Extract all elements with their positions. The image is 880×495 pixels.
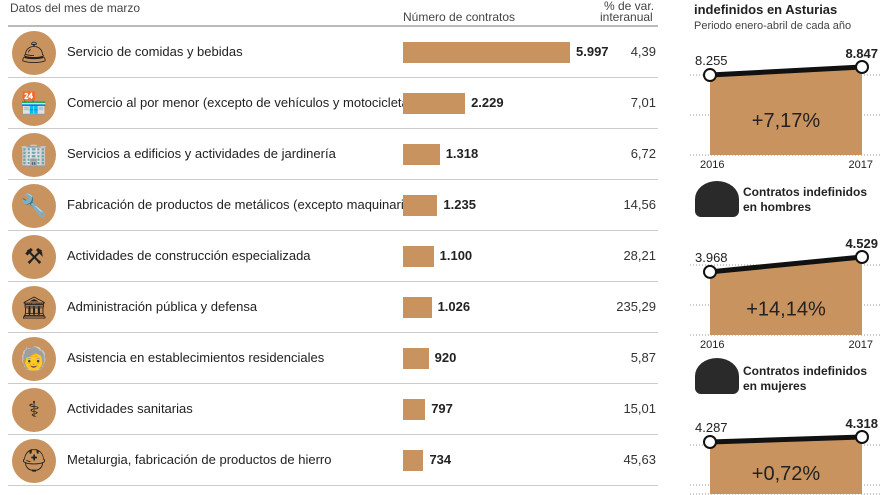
table-row: 🏛 Administración pública y defensa 1.026… [8,282,658,333]
value-label: 1.026 [437,299,471,314]
divider [8,25,658,27]
value-label: 920 [434,350,457,365]
change-label: +7,17% [752,110,821,132]
category-label: Administración pública y defensa [67,299,258,314]
value-label: 8.847 [845,46,878,61]
category-label: Servicios a edificios y actividades de j… [67,146,336,161]
var-label: 7,01 [630,95,656,110]
category-label: Comercio al por menor (excepto de vehícu… [67,95,420,110]
category-label: Servicio de comidas y bebidas [67,44,243,59]
bar [403,195,438,216]
value-label: 3.968 [695,250,728,265]
value-label: 4.529 [845,236,878,251]
nurse-icon: ⚕ [12,388,56,432]
series-line [709,254,863,275]
x-tick: 2017 [849,339,873,351]
point [855,430,869,444]
elderly-icon: 🧓 [12,337,56,381]
category-label: Fabricación de productos de metálicos (e… [67,197,416,212]
series-line [709,434,863,445]
series-line [709,64,863,78]
bar [403,246,434,267]
women-icon [695,358,739,394]
shop-icon: 🏪 [12,82,56,126]
category-label: Actividades sanitarias [67,401,193,416]
panel-title: indefinidos en Asturias [694,2,838,17]
change-label: +0,72% [752,463,821,485]
men-icon [695,181,739,217]
tools-icon: ⚒ [12,235,56,279]
table-row: 🏪 Comercio al por menor (excepto de vehí… [8,78,658,129]
area [710,67,862,155]
value-label: 4.318 [845,416,878,431]
category-label: Metalurgia, fabricación de productos de … [67,452,332,467]
bar [403,399,426,420]
men-title: Contratos indefinidos en hombres [743,185,867,214]
bar [403,42,570,63]
value-label: 734 [429,452,452,467]
var-label: 5,87 [630,350,656,365]
category-label: Actividades de construcción especializad… [67,248,311,263]
bar [403,348,429,369]
panel-subtitle: Periodo enero-abril de cada año [694,20,852,32]
point [703,68,717,83]
var-label: 45,63 [623,452,656,467]
mini-charts: 8.255 8.847 +7,17% 2016 2017 3.968 4.529 +14,14… [690,46,880,495]
government-building-icon: 🏛 [12,286,56,330]
change-label: +14,14% [746,298,826,320]
point [855,60,869,74]
var-label: 235,29 [616,299,656,314]
wrench-icon: 🔧 [12,184,56,228]
value-label: 2.229 [471,95,504,110]
bar [403,93,466,114]
cloche-icon: 🛎 [12,31,56,75]
buildings-icon: 🏢 [12,133,56,177]
table-row: 🛎 Servicio de comidas y bebidas 5.997 4,… [8,27,658,78]
value-label: 8.255 [695,53,728,68]
var-label: 4,39 [630,44,656,59]
area [710,257,862,335]
bar [403,450,424,471]
point [703,435,717,449]
women-title: Contratos indefinidos en mujeres [743,364,867,393]
table-row: 🔧 Fabricación de productos de metálicos … [8,180,658,231]
category-label: Asistencia en establecimientos residenci… [67,350,325,365]
right-panel: indefinidos en Asturias Periodo enero-ab… [690,0,880,495]
point [855,250,869,264]
var-label: 28,21 [623,248,656,263]
x-tick: 2016 [700,339,724,351]
table-row: ⚒ Actividades de construcción especializ… [8,231,658,282]
var-label: 14,56 [623,197,656,212]
header-date: Datos del mes de marzo [10,1,141,15]
value-label: 1.235 [443,197,476,212]
value-label: 4.287 [695,420,728,435]
header-contracts: Número de contratos [403,10,516,24]
value-label: 5.997 [576,44,609,59]
x-tick: 2016 [700,159,724,171]
header-var-top: % de var. [604,0,655,13]
x-tick: 2017 [849,159,873,171]
var-label: 6,72 [630,146,656,161]
value-label: 1.100 [439,248,473,263]
welder-icon: ⛑ [12,439,56,483]
bar [403,297,432,318]
var-label: 15,01 [623,401,656,416]
value-label: 1.318 [445,146,479,161]
point [703,264,717,279]
table-row: 🏢 Servicios a edificios y actividades de… [8,129,658,180]
area [710,437,862,494]
bar [403,144,440,165]
table-row: ⛑ Metalurgia, fabricación de productos d… [8,435,658,486]
value-label: 797 [431,401,453,416]
header-var: interanual [600,10,653,24]
table-row: 🧓 Asistencia en establecimientos residen… [8,333,658,384]
table-row: ⚕ Actividades sanitarias 797 15,01 [8,384,658,435]
